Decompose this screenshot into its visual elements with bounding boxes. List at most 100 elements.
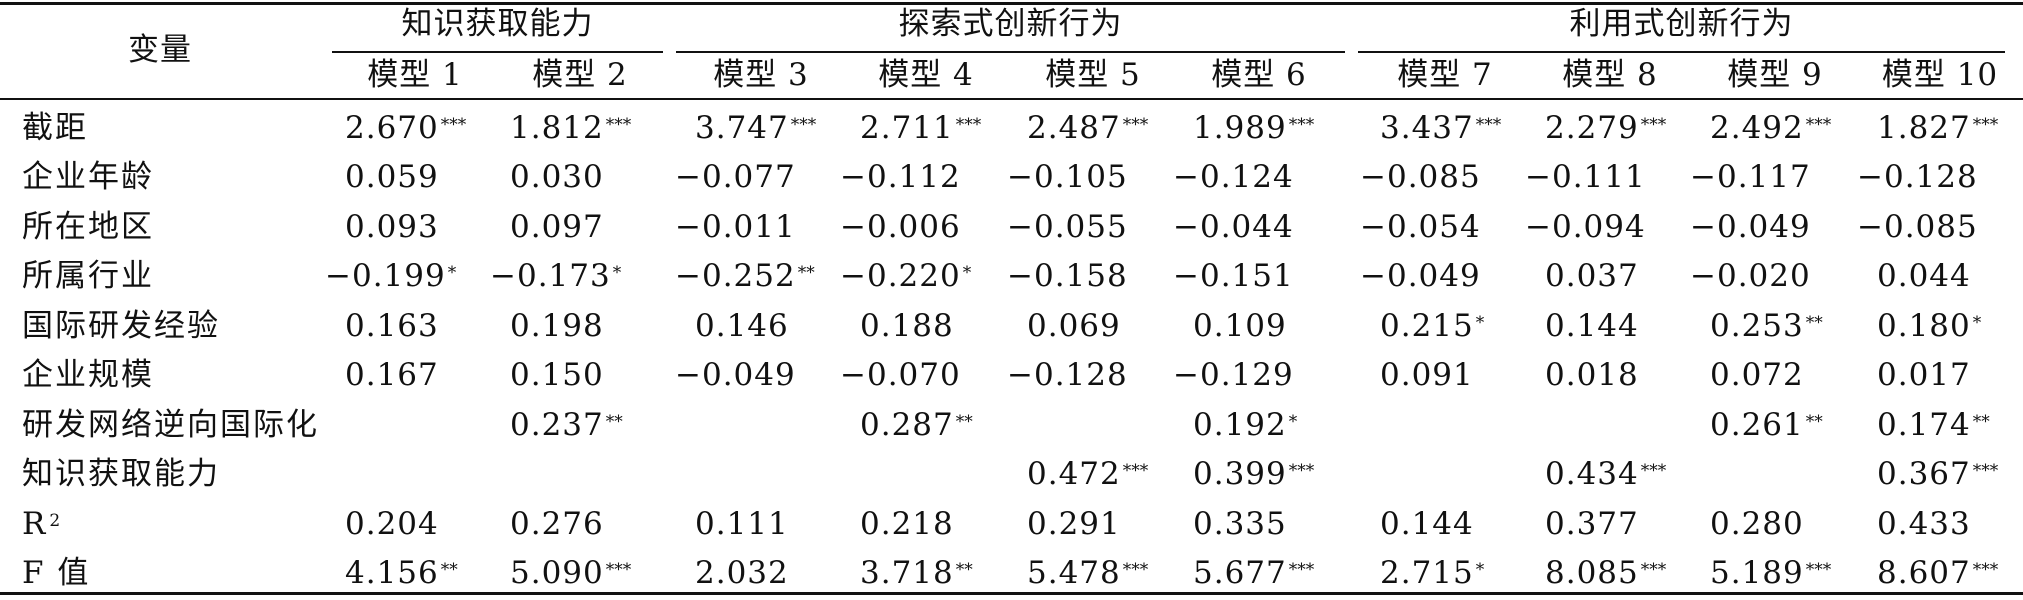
significance-stars: ** [1805,313,1823,333]
cell-value: 0.144 [1380,506,1474,542]
cell-value: 0.059 [345,159,439,195]
significance-stars: *** [1288,461,1315,481]
row-label: F 值 [22,553,90,593]
cell-value: −0.252 [675,258,796,294]
significance-stars: *** [1122,560,1149,580]
row-label-text: 所属行业 [22,258,154,294]
cell-value: 0.146 [695,308,789,344]
cell-value: 0.188 [860,308,954,344]
table-cell: 0.253 ** [1710,306,1823,346]
significance-stars: ** [1805,412,1823,432]
row-label-superscript: 2 [49,511,61,531]
row-label-text: R [22,506,48,542]
table-cell: −0.070 [840,355,961,395]
cell-value: −0.044 [1173,209,1294,245]
model-header: 模型 10 [1881,57,1999,93]
table-cell: 3.718 ** [860,553,973,593]
cell-value: −0.129 [1173,357,1294,393]
significance-stars: *** [1805,115,1832,135]
table-cell: −0.049 [1360,256,1481,296]
cell-value: 0.287 [860,407,954,443]
table-cell: 0.192 * [1193,405,1297,445]
cell-value: −0.128 [1857,159,1978,195]
cell-value: −0.112 [840,159,961,195]
model-header: 模型 6 [1211,57,1307,93]
table-cell: −0.112 [840,157,961,197]
table-cell: −0.151 [1173,256,1294,296]
table-cell: 0.188 [860,306,954,346]
table-cell: −0.049 [675,355,796,395]
significance-stars: *** [1972,115,1999,135]
significance-stars: *** [1288,560,1315,580]
table-cell: −0.252 ** [675,256,815,296]
cell-value: 0.253 [1710,308,1804,344]
table-cell: 0.018 [1545,355,1639,395]
top-rule [0,2,2023,5]
cell-value: 2.492 [1710,110,1804,146]
bottom-rule [0,592,2023,595]
cell-value: −0.220 [840,258,961,294]
table-cell: 5.090 *** [510,553,631,593]
significance-stars: ** [440,560,458,580]
table-cell: 0.109 [1193,306,1287,346]
row-label: 所属行业 [22,256,154,296]
row-label-text: 截距 [22,110,88,146]
row-label-text: 研发网络逆向国际化 [22,407,319,443]
table-cell: −0.077 [675,157,796,197]
model-header: 模型 4 [878,57,974,93]
cell-value: 0.044 [1877,258,1971,294]
table-cell: −0.094 [1525,207,1646,247]
table-cell: −0.054 [1360,207,1481,247]
cell-value: 0.167 [345,357,439,393]
table-cell: 0.174 ** [1877,405,1990,445]
cell-value: 0.377 [1545,506,1639,542]
cell-value: −0.049 [675,357,796,393]
table-cell: −0.117 [1690,157,1811,197]
table-cell: 0.093 [345,207,439,247]
cell-value: 5.189 [1710,555,1804,591]
group-header: 探索式创新行为 [898,6,1123,42]
table-cell: −0.111 [1525,157,1646,197]
table-cell: −0.044 [1173,207,1294,247]
cell-value: −0.124 [1173,159,1294,195]
significance-stars: *** [1805,560,1832,580]
table-cell: 2.715 * [1380,553,1484,593]
significance-stars: ** [1972,412,1990,432]
model-header: 模型 2 [532,57,628,93]
table-cell: 0.287 ** [860,405,973,445]
significance-stars: *** [1288,115,1315,135]
significance-stars: ** [797,263,815,283]
model-header: 模型 8 [1562,57,1658,93]
cell-value: 0.144 [1545,308,1639,344]
cell-value: 3.437 [1380,110,1474,146]
cell-value: 0.037 [1545,258,1639,294]
significance-stars: *** [440,115,467,135]
table-cell: −0.085 [1360,157,1481,197]
cell-value: 0.261 [1710,407,1804,443]
table-cell: 0.059 [345,157,439,197]
table-cell: 0.069 [1027,306,1121,346]
model-header: 模型 1 [367,57,463,93]
cell-value: 1.827 [1877,110,1971,146]
cell-value: 2.715 [1380,555,1474,591]
cell-value: 0.237 [510,407,604,443]
table-cell: −0.011 [675,207,796,247]
cell-value: −0.094 [1525,209,1646,245]
cell-value: 0.097 [510,209,604,245]
cell-value: 2.032 [695,555,789,591]
cell-value: −0.151 [1173,258,1294,294]
table-cell: 0.144 [1545,306,1639,346]
cell-value: 0.018 [1545,357,1639,393]
header-bottom-rule [0,98,2023,100]
cell-value: 2.670 [345,110,439,146]
row-label-text: F 值 [22,555,91,591]
cell-value: 0.215 [1380,308,1474,344]
cell-value: 8.085 [1545,555,1639,591]
cell-value: −0.055 [1007,209,1128,245]
table-cell: 0.198 [510,306,604,346]
significance-stars: * [1972,313,1982,333]
table-cell: 0.037 [1545,256,1639,296]
cell-value: 5.090 [510,555,604,591]
row-label: 截距 [22,108,88,148]
